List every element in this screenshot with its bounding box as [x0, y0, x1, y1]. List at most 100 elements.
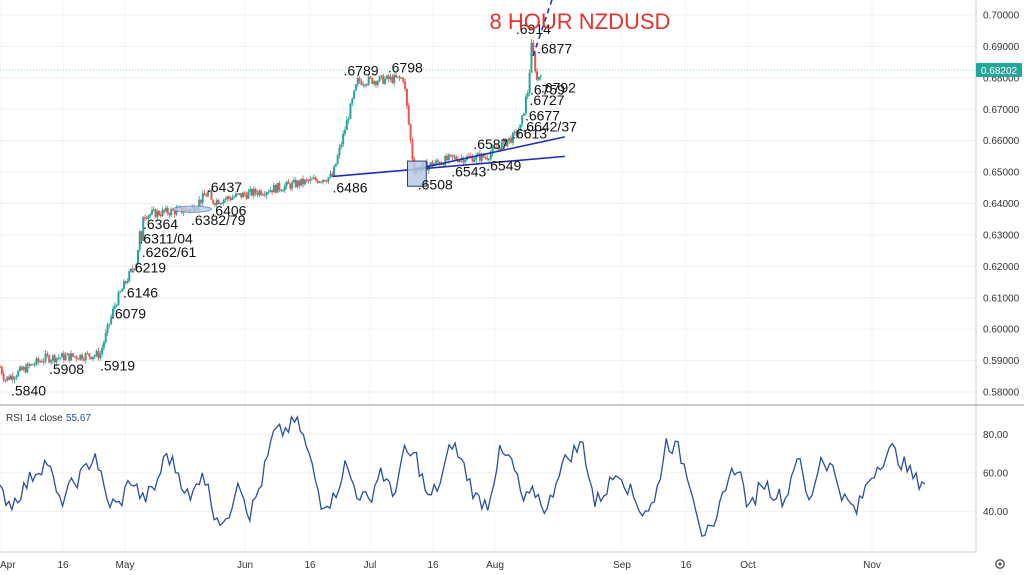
candle-body	[320, 181, 323, 183]
candle-body	[378, 76, 381, 82]
candle-body	[241, 192, 244, 198]
candle-body	[210, 190, 213, 200]
candle-body	[331, 173, 334, 177]
candle-body	[478, 153, 481, 161]
swing-point-label: .6262/61	[142, 244, 197, 260]
candle-body	[260, 190, 263, 195]
price-tick-label: 0.63000	[983, 230, 1020, 241]
candle-body	[539, 76, 542, 78]
candle-body	[508, 137, 511, 141]
candle-body	[347, 118, 350, 121]
gear-icon[interactable]	[995, 559, 1005, 569]
candle-body	[121, 289, 124, 292]
candle-body	[163, 209, 166, 212]
candle-body	[515, 131, 518, 136]
candle-body	[303, 179, 306, 185]
rsi-value: 55.67	[66, 413, 91, 424]
candle-body	[484, 157, 487, 159]
candle-body	[157, 211, 160, 216]
candle-body	[24, 366, 27, 373]
candle-body	[528, 72, 531, 94]
candle-body	[537, 77, 540, 80]
candle-body	[149, 214, 152, 216]
candle-body	[252, 188, 255, 196]
candle-body	[231, 197, 234, 200]
candle-body	[258, 190, 261, 195]
swing-point-label: .6914	[516, 21, 551, 37]
candle-body	[498, 147, 501, 150]
candle-body	[199, 199, 202, 203]
candle-body	[373, 81, 376, 84]
candle-body	[265, 192, 268, 196]
candle-body	[272, 185, 275, 193]
candle-body	[449, 154, 452, 156]
candle-body	[115, 305, 118, 307]
candle-body	[55, 357, 58, 363]
candle-body	[511, 132, 514, 143]
candle-body	[298, 180, 301, 186]
candle-body	[201, 193, 204, 203]
candle-body	[9, 375, 12, 380]
candle-body	[519, 124, 522, 131]
candle-body	[524, 96, 527, 114]
candle-body	[143, 217, 146, 219]
candle-body	[164, 207, 167, 212]
price-tick-label: 0.66000	[983, 136, 1020, 147]
candle-body	[138, 231, 141, 251]
candle-body	[285, 181, 288, 186]
candle-body	[129, 268, 132, 272]
candle-body	[338, 147, 341, 156]
candle-body	[236, 193, 239, 195]
candle-body	[316, 180, 319, 183]
candle-body	[342, 133, 345, 145]
candle-body	[256, 193, 259, 195]
candle-body	[502, 138, 505, 142]
candle-body	[213, 203, 216, 206]
price-tick-label: 0.65000	[983, 168, 1020, 179]
candle-body	[456, 159, 459, 162]
candle-body	[99, 353, 102, 359]
candles	[0, 39, 542, 384]
candle-body	[287, 181, 290, 184]
candle-body	[159, 215, 162, 217]
price-tick-label: 0.61000	[983, 293, 1020, 304]
candle-body	[19, 366, 22, 371]
swing-point-label: .6382/79	[191, 212, 246, 228]
swing-point-label: .6406	[211, 203, 246, 219]
candle-body	[489, 153, 492, 160]
candle-body	[442, 163, 445, 166]
candle-body	[345, 120, 348, 130]
time-axis: Apr 16 May Jun 16 Jul 16 Aug Sep 16 Oct Nov	[0, 560, 881, 571]
time-tick-label: Jun	[237, 560, 253, 571]
candle-body	[48, 355, 51, 363]
candle-body	[451, 154, 454, 157]
candle-body	[343, 129, 346, 134]
candle-body	[467, 156, 470, 158]
candle-body	[198, 199, 201, 207]
candle-body	[325, 181, 328, 183]
candle-body	[274, 185, 277, 193]
candle-body	[226, 196, 229, 199]
candle-body	[29, 364, 32, 366]
candle-body	[458, 159, 461, 162]
candle-body	[393, 74, 396, 83]
candle-body	[222, 199, 225, 204]
candle-body	[517, 130, 520, 136]
rsi-line	[0, 415, 926, 537]
candle-body	[219, 203, 222, 205]
candle-body	[133, 269, 136, 271]
candle-body	[411, 140, 414, 160]
candle-body	[240, 193, 243, 198]
candle-body	[113, 305, 116, 309]
candle-body	[354, 84, 357, 91]
candle-body	[271, 190, 274, 193]
candle-body	[462, 157, 465, 163]
candle-body	[376, 81, 379, 85]
candle-body	[95, 351, 98, 356]
time-tick-label: 16	[57, 560, 69, 571]
candle-body	[402, 77, 405, 82]
rsi-tick-label: 80.00	[983, 430, 1008, 441]
swing-point-label: .6792	[541, 79, 576, 95]
candle-body	[86, 353, 89, 355]
swing-point-label: .6798	[388, 59, 423, 75]
